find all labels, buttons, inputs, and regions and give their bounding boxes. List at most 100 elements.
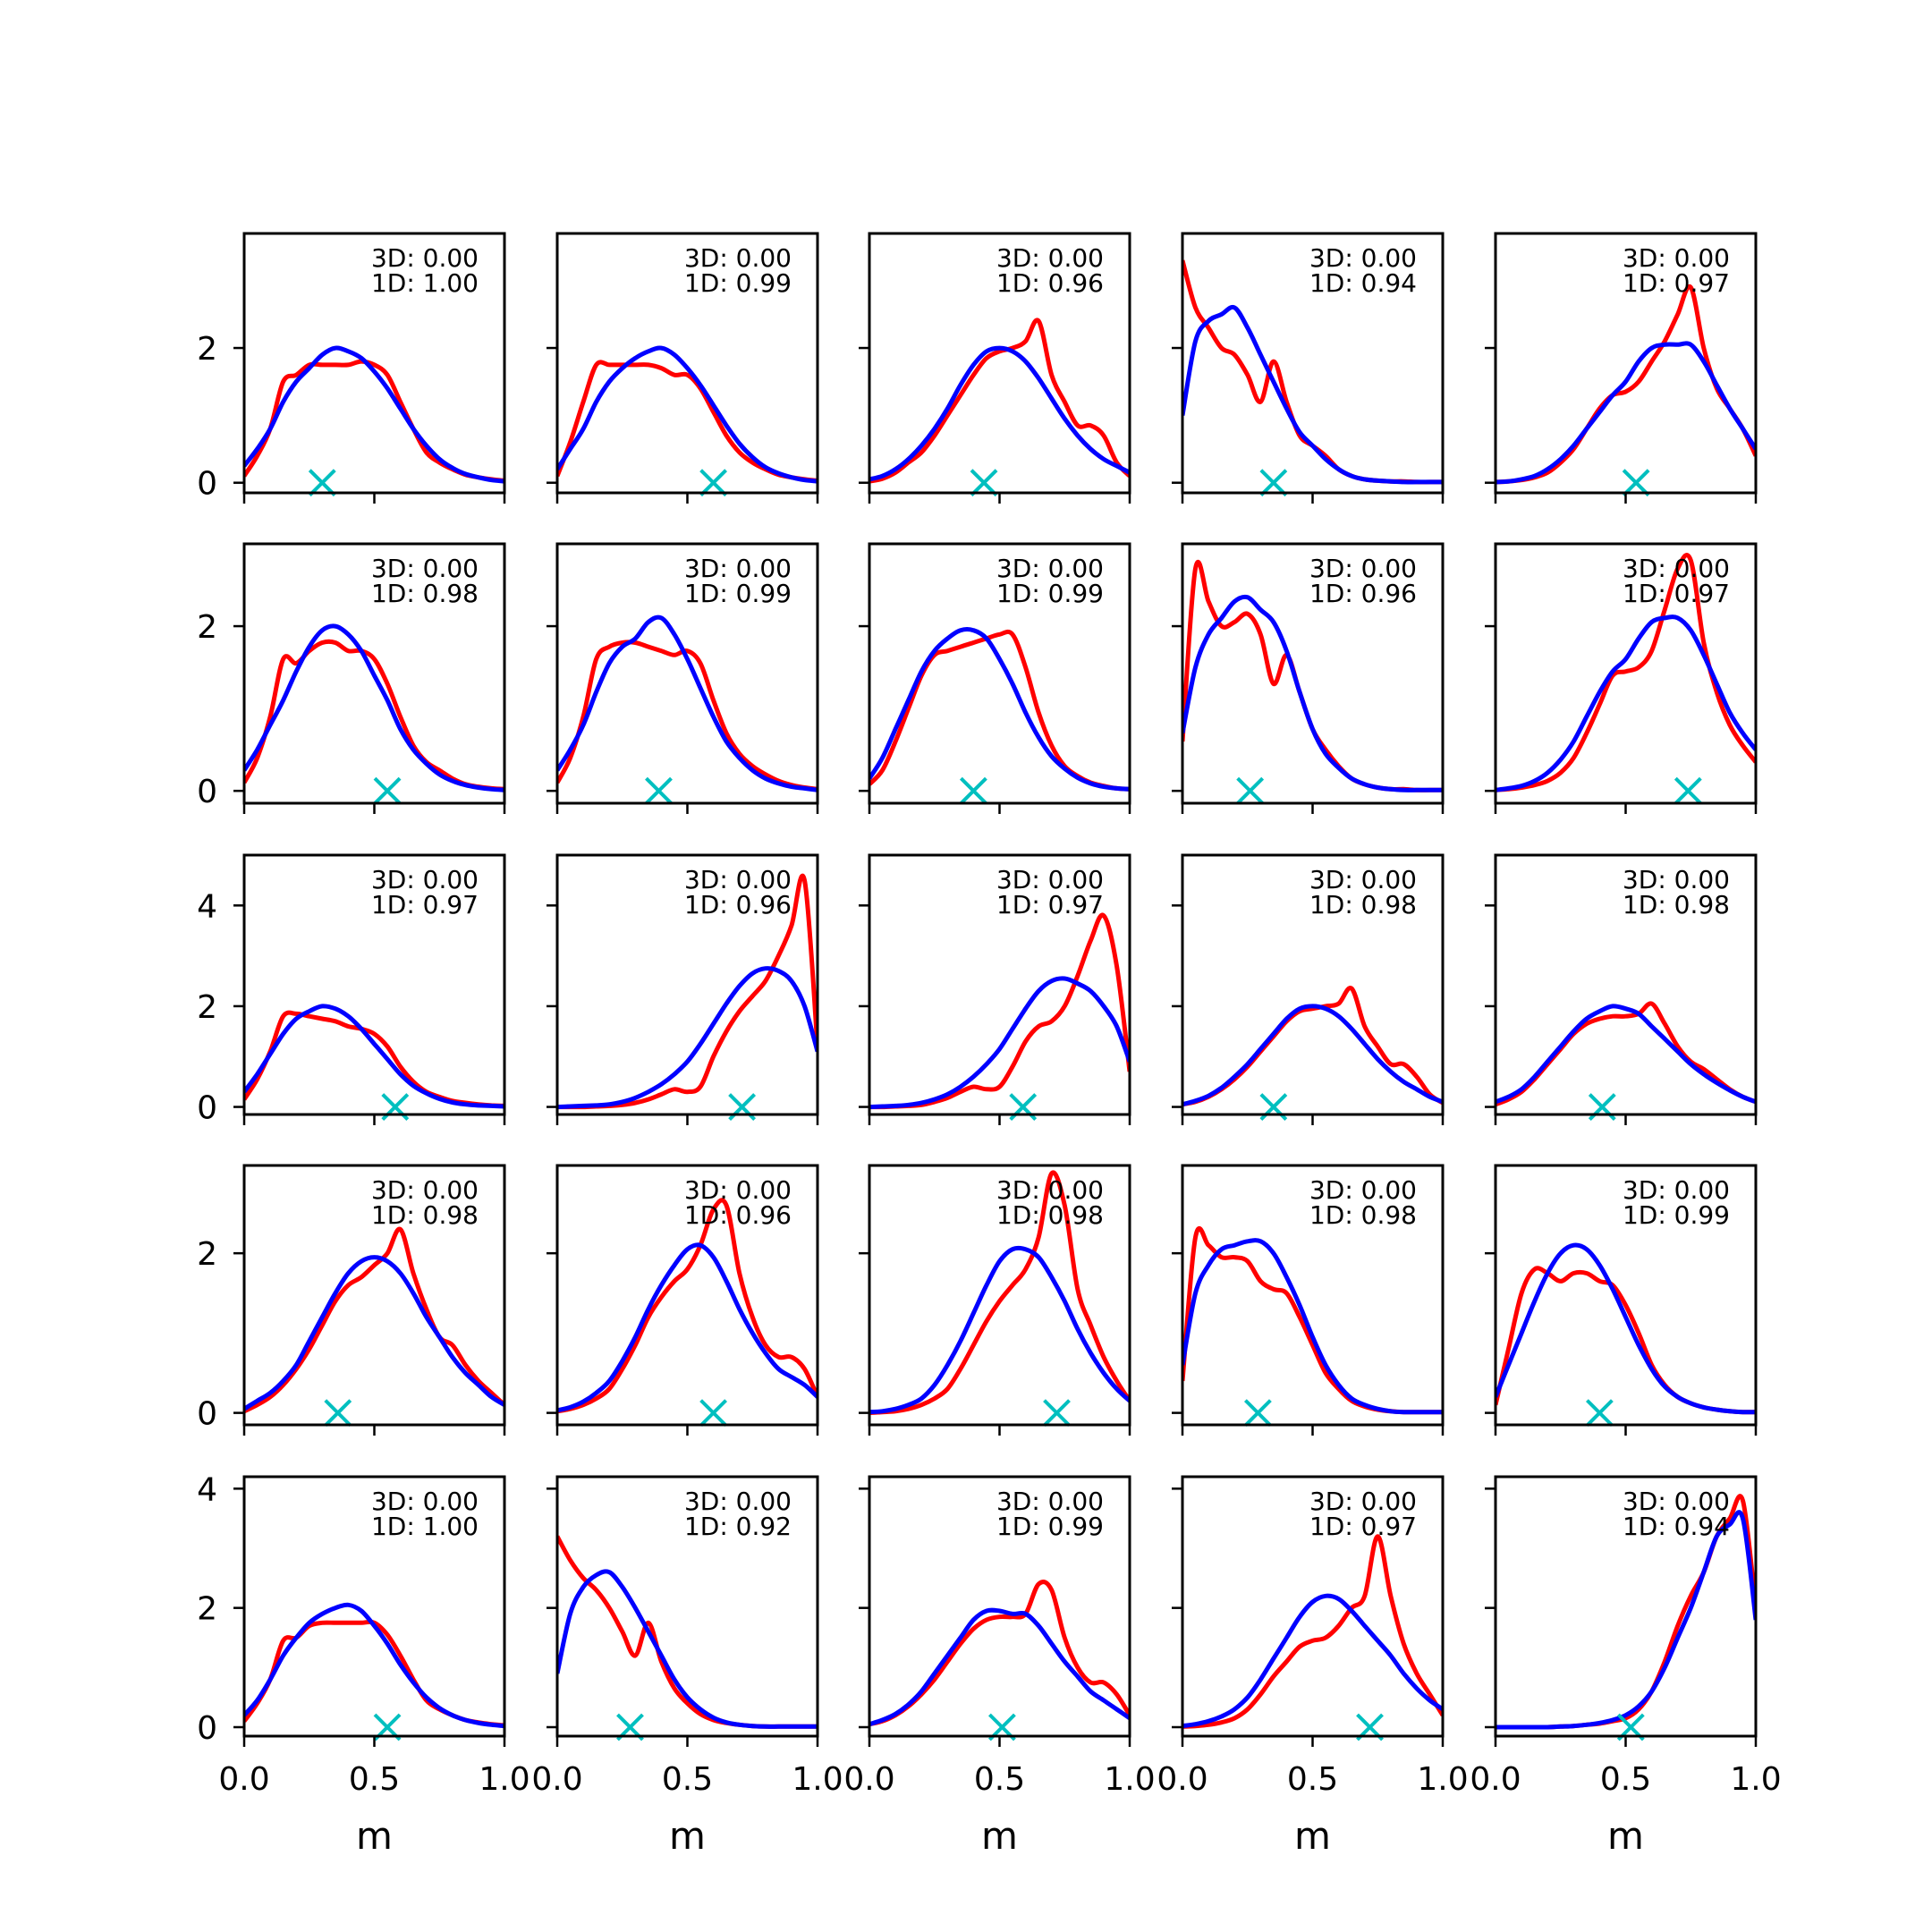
y-tick-label: 4 [197,888,217,925]
cyan-x-marker [645,776,673,805]
x-axis-label: m [356,1814,393,1858]
blue-series-line [869,1607,1130,1727]
marker-stroke-b [324,1399,352,1428]
cyan-x-marker [959,776,987,805]
red-series-line [1496,1266,1756,1415]
marker-stroke-b [308,469,336,497]
red-series-line [557,1198,818,1414]
marker-stroke-b [1259,469,1288,497]
blue-series-line [244,623,504,792]
marker-stroke-b [1043,1399,1071,1428]
marker-stroke-b [645,776,673,805]
annotation-1d: 1D: 0.96 [684,1200,792,1230]
annotation-3d: 3D: 0.00 [1623,1487,1730,1516]
annotation-3d: 3D: 0.00 [371,243,479,273]
annotation-3d: 3D: 0.00 [1623,865,1730,894]
x-tick-label: 0.0 [218,1761,269,1798]
blue-series-line [1496,1004,1756,1105]
blue-series-line [244,345,504,484]
x-tick-label: 1.0 [792,1761,843,1798]
x-axis-label: m [669,1814,706,1858]
y-tick-label: 2 [197,989,217,1026]
x-axis-label: m [1294,1814,1331,1858]
cyan-x-marker [1043,1399,1071,1428]
annotation-1d: 1D: 0.98 [1623,890,1730,919]
x-axis-label: m [981,1814,1018,1858]
red-series-line [869,1170,1130,1416]
y-tick-label: 2 [197,331,217,368]
blue-series-line [869,976,1130,1110]
x-tick-label: 0.5 [1287,1761,1338,1798]
annotation-3d: 3D: 0.00 [684,865,792,894]
y-tick-label: 2 [197,1591,217,1628]
red-series-line [1182,1534,1443,1729]
cyan-x-marker [1236,776,1265,805]
red-series-line [1182,1225,1443,1415]
y-tick-label: 0 [197,1710,217,1747]
annotation-1d: 1D: 0.99 [996,1512,1104,1541]
marker-stroke-b [1243,1399,1272,1428]
cyan-x-marker [699,1399,728,1428]
annotation-1d: 1D: 1.00 [371,1512,479,1541]
annotation-1d: 1D: 0.92 [684,1512,792,1541]
x-tick-label: 0.0 [531,1761,582,1798]
annotation-3d: 3D: 0.00 [996,865,1104,894]
blue-series-line [869,1245,1130,1415]
blue-series-line [1496,341,1756,485]
annotation-1d: 1D: 0.94 [1309,268,1417,298]
blue-series-line [1182,1593,1443,1729]
annotation-3d: 3D: 0.00 [1309,865,1417,894]
red-series-line [244,1226,504,1414]
annotation-3d: 3D: 0.00 [371,1487,479,1516]
cyan-x-marker [373,776,402,805]
y-tick-label: 0 [197,1090,217,1127]
annotation-3d: 3D: 0.00 [684,243,792,273]
red-series-line [557,640,818,792]
annotation-1d: 1D: 0.97 [1309,1512,1417,1541]
annotation-3d: 3D: 0.00 [1623,554,1730,583]
annotation-1d: 1D: 0.98 [371,579,479,608]
blue-series-line [869,627,1130,792]
x-tick-label: 1.0 [1104,1761,1155,1798]
x-tick-label: 0.0 [1470,1761,1521,1798]
red-series-line [244,1010,504,1108]
cyan-x-marker [970,469,998,497]
annotation-1d: 1D: 0.94 [1623,1512,1730,1541]
red-series-line [869,912,1130,1110]
cyan-x-marker [1259,469,1288,497]
annotation-1d: 1D: 0.97 [1623,268,1730,298]
red-series-line [244,359,504,483]
annotation-3d: 3D: 0.00 [1623,1175,1730,1205]
x-axis-label: m [1607,1814,1644,1858]
annotation-1d: 1D: 0.98 [1309,1200,1417,1230]
marker-stroke-b [1236,776,1265,805]
annotation-1d: 1D: 0.98 [371,1200,479,1230]
annotation-1d: 1D: 0.99 [684,579,792,608]
cyan-x-marker [324,1399,352,1428]
annotation-3d: 3D: 0.00 [1623,243,1730,273]
annotation-3d: 3D: 0.00 [1309,554,1417,583]
red-series-line [557,360,818,483]
marker-stroke-b [1622,469,1650,497]
annotation-3d: 3D: 0.00 [371,1175,479,1205]
x-tick-label: 1.0 [479,1761,530,1798]
